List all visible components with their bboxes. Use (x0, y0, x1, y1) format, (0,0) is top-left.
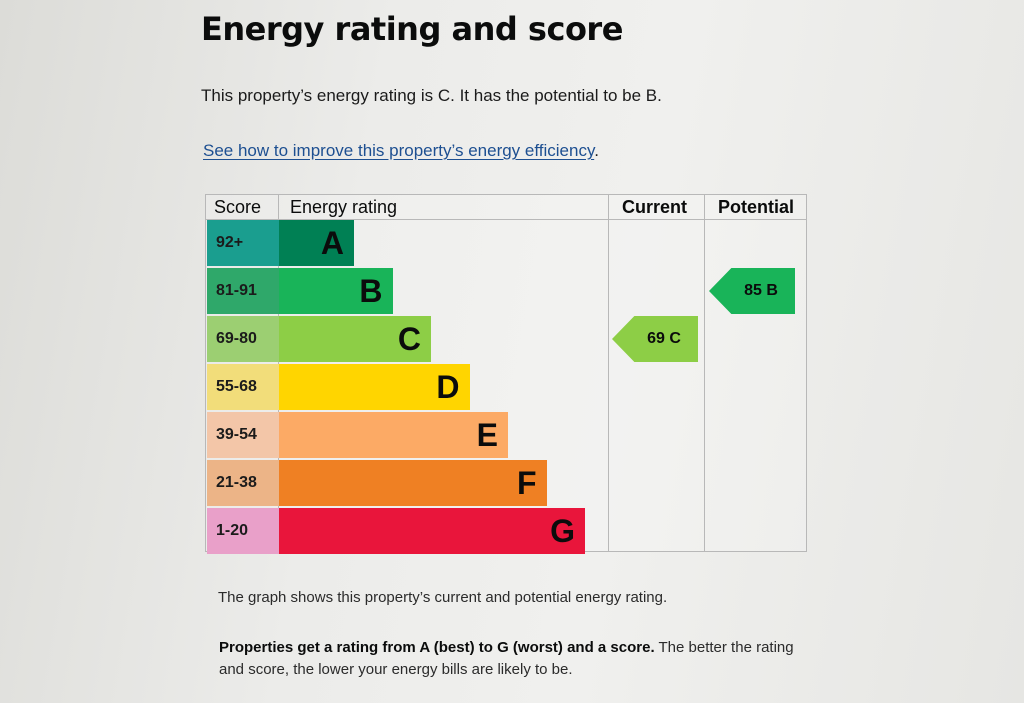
link-suffix: . (594, 141, 599, 160)
score-range-a: 92+ (207, 220, 279, 266)
divider-current (704, 195, 705, 551)
rating-explainer-rest: The better the rating and score, the low… (219, 639, 794, 678)
header-divider (206, 219, 806, 220)
rating-explainer-bold: Properties get a rating from A (best) to… (219, 639, 655, 656)
rating-band-c: C (279, 316, 431, 362)
page-title: Energy rating and score (201, 10, 623, 48)
energy-rating-summary: This property’s energy rating is C. It h… (201, 86, 662, 105)
header-energy-rating: Energy rating (290, 197, 398, 217)
rating-band-b: B (279, 268, 393, 314)
energy-rating-chart: Score Energy rating Current Potential 92… (205, 194, 807, 554)
score-range-b: 81-91 (207, 268, 279, 314)
header-potential: Potential (718, 197, 795, 217)
header-current: Current (622, 197, 688, 217)
rating-explainer: Properties get a rating from A (best) to… (219, 637, 819, 681)
score-range-e: 39-54 (207, 412, 279, 458)
header-score: Score (214, 197, 262, 217)
score-range-d: 55-68 (207, 364, 279, 410)
improve-energy-efficiency-link[interactable]: See how to improve this property’s energ… (203, 141, 595, 160)
rating-band-d: D (279, 364, 470, 410)
score-range-f: 21-38 (207, 460, 279, 506)
score-range-c: 69-80 (207, 316, 279, 362)
current-rating-arrow: 69 C (612, 316, 698, 362)
score-range-g: 1-20 (207, 508, 279, 554)
potential-rating-arrow: 85 B (709, 268, 795, 314)
rating-band-e: E (279, 412, 508, 458)
improve-link-line: See how to improve this property’s energ… (203, 141, 599, 161)
divider-rating (608, 195, 609, 551)
rating-band-f: F (279, 460, 547, 506)
rating-band-a: A (279, 220, 354, 266)
rating-band-g: G (279, 508, 585, 554)
graph-caption: The graph shows this property’s current … (218, 589, 668, 606)
